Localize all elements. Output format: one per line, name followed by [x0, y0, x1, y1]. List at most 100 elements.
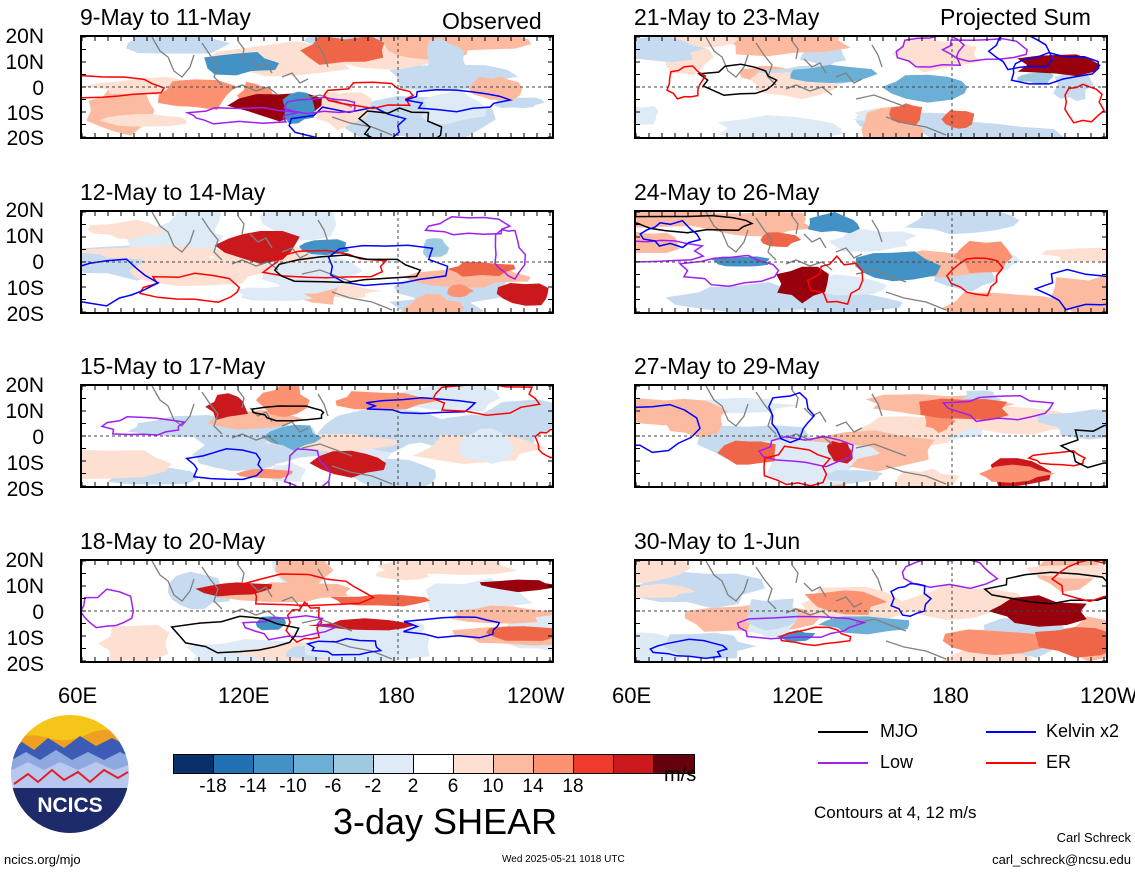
contour-line [288, 106, 407, 137]
coastline [855, 443, 907, 457]
coastline [301, 618, 353, 632]
map-svg [636, 212, 1106, 312]
coastline [151, 561, 195, 602]
colorbar-unit: m/s [664, 764, 697, 786]
shading-patch [125, 37, 231, 54]
y-tick: 0 [32, 77, 44, 100]
footer-email: carl_schreck@ncsu.edu [992, 852, 1131, 867]
shading-core [776, 630, 816, 642]
shading-patch [336, 96, 496, 137]
contour-line [779, 626, 852, 647]
colorbar-tick: 10 [482, 776, 504, 797]
contour-line [82, 258, 160, 307]
map-panel-5 [634, 35, 1108, 139]
shading-patch [636, 231, 680, 253]
y-tick: 10S [6, 452, 44, 475]
footer-author: Carl Schreck [1056, 830, 1131, 845]
shading-core [818, 616, 910, 635]
contour-line [649, 638, 729, 660]
x-tick: 120E [772, 683, 824, 708]
coastline [281, 247, 309, 259]
shading-core [300, 37, 385, 65]
contour-line [100, 416, 187, 436]
coastline [331, 291, 393, 311]
map-svg [82, 212, 552, 312]
colorbar-swatch [214, 755, 254, 773]
contour-line [901, 561, 999, 590]
coastline [835, 72, 863, 84]
colorbar-swatch [454, 755, 494, 773]
colorbar-swatch [534, 755, 574, 773]
shading-patch [235, 285, 313, 301]
map-svg [82, 37, 552, 137]
coastline [755, 42, 777, 86]
shading-core [790, 64, 878, 83]
coastline [151, 37, 195, 78]
coastline [785, 608, 833, 620]
shading-patch [97, 624, 170, 661]
legend-line-mjo [818, 731, 868, 733]
shading-patch [636, 398, 728, 426]
colorbar-tick: -18 [199, 776, 227, 797]
shading-patch [82, 245, 221, 260]
shading-core [760, 232, 802, 247]
coastline [791, 40, 799, 60]
shading-core [717, 440, 776, 465]
y-tick: 10N [5, 400, 44, 423]
y-tick: 10N [5, 225, 44, 248]
contour-line [273, 254, 422, 284]
contour-line [403, 616, 501, 639]
legend-line-low [818, 762, 868, 764]
colorbar-tick: -6 [324, 776, 342, 797]
contour-line [983, 571, 1106, 605]
contour-line [678, 254, 780, 287]
shading-core [422, 238, 450, 258]
shading-patch [468, 76, 523, 101]
projected-sum-label: Projected Sum [940, 4, 1091, 30]
coastline [791, 389, 799, 409]
colorbar-tick: 18 [562, 776, 584, 797]
x-tick: 60E [58, 683, 98, 708]
map-panel-2 [80, 210, 554, 314]
coastline [301, 269, 353, 283]
shading-patch [891, 37, 980, 73]
colorbar-swatch [654, 755, 694, 773]
legend-label-low: Low [880, 752, 914, 772]
footer-site: ncics.org/mjo [4, 852, 81, 867]
panel-title-2: 12-May to 14-May [80, 179, 266, 205]
coastline [231, 259, 279, 271]
legend-line-er [986, 762, 1036, 764]
colorbar-title: 3-day SHEAR [333, 801, 558, 842]
y-tick: 10S [6, 627, 44, 650]
shading-patch [1049, 275, 1106, 312]
shading-patch [403, 293, 465, 312]
coastline [791, 564, 799, 584]
colorbar-tick: -2 [364, 776, 382, 797]
map-panel-8 [634, 559, 1108, 663]
coastline [237, 389, 245, 409]
contour-line [736, 615, 867, 640]
contour-line [1059, 424, 1106, 469]
shading-patch [636, 561, 690, 584]
shading-core [919, 398, 1009, 421]
contour-line [241, 573, 375, 607]
legend-line-kelvin [986, 731, 1036, 733]
contour-line [424, 216, 512, 236]
coastline [231, 608, 279, 620]
coastline [855, 618, 907, 632]
coastline [835, 247, 863, 259]
y-tick: 20S [6, 653, 44, 676]
shading-core [447, 261, 516, 277]
map-svg [636, 386, 1106, 486]
coastline [885, 116, 947, 136]
shading-core [1034, 627, 1106, 658]
contour-line [251, 405, 325, 422]
shading-patch [82, 449, 172, 480]
map-panel-1 [80, 35, 554, 139]
shading-patch [217, 582, 351, 603]
shading-core [953, 240, 1013, 273]
colorbar-swatch [374, 755, 414, 773]
y-tick: 20N [5, 374, 44, 397]
contour-line [323, 81, 415, 110]
logo-text: NCICS [37, 794, 102, 817]
